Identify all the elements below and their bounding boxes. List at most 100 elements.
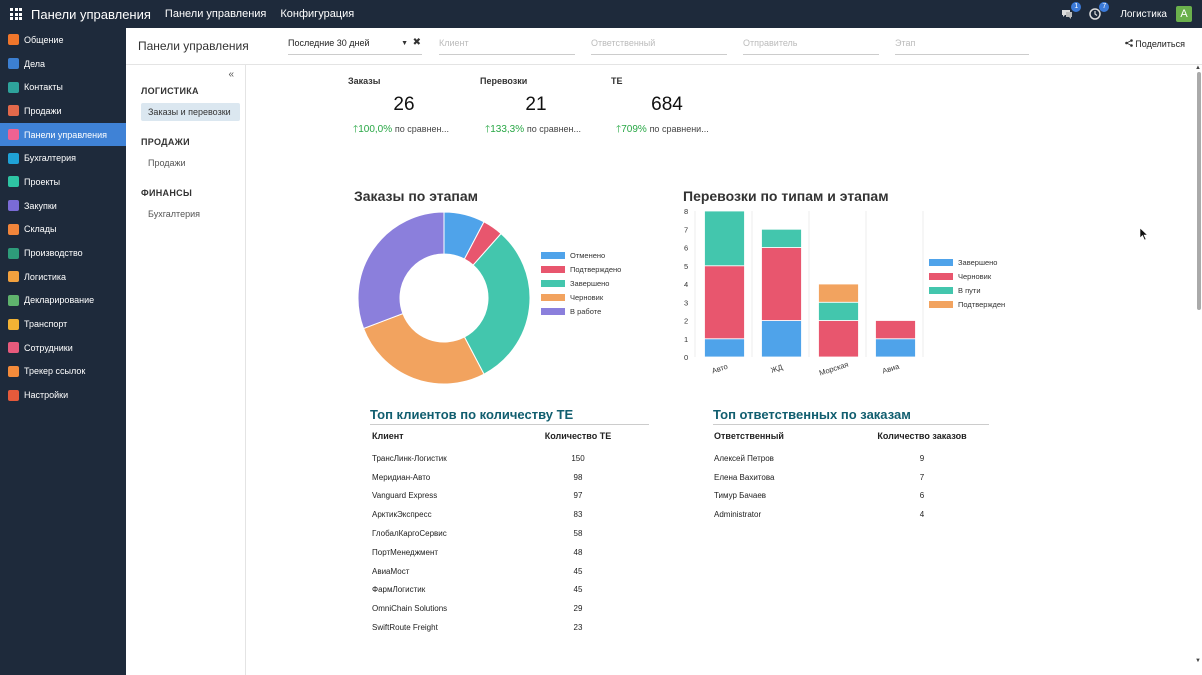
bar-segment[interactable]: [704, 338, 745, 358]
kpi-teu-change: 709%: [621, 124, 647, 135]
client-name-cell: SwiftRoute Freight: [372, 623, 438, 633]
sidebar-item-15[interactable]: Настройки: [0, 383, 126, 407]
legend-item[interactable]: Завершено: [541, 277, 621, 291]
section-logistics: ЛОГИСТИКА: [141, 86, 199, 96]
chevron-down-icon[interactable]: ▼: [401, 40, 408, 47]
donut-slice[interactable]: [357, 211, 445, 330]
table-row[interactable]: SwiftRoute Freight 23: [372, 618, 628, 637]
app-icon: [8, 34, 19, 46]
table-row[interactable]: ГлобалКаргоСервис 58: [372, 524, 628, 543]
menu-dashboards[interactable]: Панели управления: [164, 8, 267, 20]
sidebar-item-1[interactable]: Дела: [0, 52, 126, 76]
sidebar-item-6[interactable]: Проекты: [0, 170, 126, 194]
kpi-orders-label: Заказы: [348, 76, 381, 86]
sidebar-item-3[interactable]: Продажи: [0, 99, 126, 123]
table-row[interactable]: Vanguard Express 97: [372, 487, 628, 506]
legend-item[interactable]: Подтверждено: [541, 263, 621, 277]
table-row[interactable]: АвиаМост 45: [372, 562, 628, 581]
kpi-transport-trend: 🡑133,3% по сравнен...: [485, 122, 581, 139]
scrollbar-thumb[interactable]: [1197, 72, 1201, 310]
app-icon: [8, 365, 19, 377]
period-filter[interactable]: Последние 30 дней ▼ ✖: [288, 35, 422, 55]
table-row[interactable]: Алексей Петров 9: [714, 449, 974, 468]
sidebar-item-9[interactable]: Производство: [0, 241, 126, 265]
legend-swatch: [929, 259, 953, 267]
table-row[interactable]: ТрансЛинк-Логистик 150: [372, 449, 628, 468]
sidebar-item-label: Общение: [24, 34, 64, 45]
sidebar-item-label: Бухгалтерия: [24, 153, 76, 164]
top-responsible-table: Ответственный Количество заказов Алексей…: [714, 431, 974, 524]
bar-segment[interactable]: [761, 320, 802, 358]
table-row[interactable]: ПортМенеджмент 48: [372, 543, 628, 562]
bar-segment[interactable]: [704, 210, 745, 267]
column-client[interactable]: Клиент: [372, 431, 404, 441]
legend-item[interactable]: Подтвержден: [929, 297, 1005, 311]
collapse-icon[interactable]: «: [228, 69, 234, 80]
legend-item[interactable]: В работе: [541, 304, 621, 318]
apps-grid-icon[interactable]: [10, 8, 22, 20]
orders-by-stage-donut[interactable]: [355, 209, 533, 387]
sidebar-item-5[interactable]: Бухгалтерия: [0, 146, 126, 170]
legend-item[interactable]: Завершено: [929, 256, 1005, 270]
top-clients-title: Топ клиентов по количеству ТЕ: [370, 407, 649, 425]
bar-segment[interactable]: [818, 301, 859, 321]
activity-clock-icon[interactable]: 7: [1088, 2, 1110, 21]
company-switcher[interactable]: Логистика: [1120, 8, 1167, 20]
bar-segment[interactable]: [875, 320, 916, 340]
legend-item[interactable]: Отменено: [541, 249, 621, 263]
bar-segment[interactable]: [818, 283, 859, 303]
kpi-orders-value[interactable]: 26: [393, 94, 415, 115]
column-responsible[interactable]: Ответственный: [714, 431, 784, 441]
transport-by-type-chart[interactable]: 0 1 2 3 4 5 6 7 8 Авто ЖД Морская Авиа: [678, 204, 928, 390]
scroll-up-icon[interactable]: ▲: [1195, 65, 1201, 71]
chat-icon[interactable]: 1: [1060, 2, 1082, 21]
column-teu-count[interactable]: Количество ТЕ: [544, 431, 612, 441]
column-orders-count[interactable]: Количество заказов: [877, 431, 967, 441]
client-filter[interactable]: Клиент: [439, 35, 575, 55]
sidebar-item-7[interactable]: Закупки: [0, 194, 126, 218]
table-row[interactable]: ФармЛогистик 45: [372, 581, 628, 600]
sidebar-item-13[interactable]: Сотрудники: [0, 336, 126, 360]
legend-item[interactable]: В пути: [929, 284, 1005, 298]
dashboard-orders-transport[interactable]: Заказы и перевозки: [141, 103, 240, 121]
table-row[interactable]: Administrator 4: [714, 505, 974, 524]
sidebar-item-4[interactable]: Панели управления: [0, 122, 126, 147]
bar-segment[interactable]: [761, 247, 802, 321]
dashboard-sales[interactable]: Продажи: [148, 158, 186, 168]
sidebar-item-2[interactable]: Контакты: [0, 75, 126, 99]
responsible-filter[interactable]: Ответственный: [591, 35, 727, 55]
table-row[interactable]: АрктикЭкспресс 83: [372, 505, 628, 524]
sidebar-item-11[interactable]: Декларирование: [0, 289, 126, 313]
legend-item[interactable]: Черновик: [541, 290, 621, 304]
bar-segment[interactable]: [704, 265, 745, 340]
sidebar-item-0[interactable]: Общение: [0, 28, 126, 52]
table-row[interactable]: Меридиан-Авто 98: [372, 468, 628, 487]
sidebar-item-8[interactable]: Склады: [0, 218, 126, 242]
period-value: Последние 30 дней: [288, 38, 370, 48]
sender-filter[interactable]: Отправитель: [743, 35, 879, 55]
sidebar-item-10[interactable]: Логистика: [0, 265, 126, 289]
sidebar-item-14[interactable]: Трекер ссылок: [0, 360, 126, 384]
dashboard-accounting[interactable]: Бухгалтерия: [148, 209, 200, 219]
user-avatar[interactable]: A: [1176, 6, 1192, 22]
bar-segment[interactable]: [761, 228, 802, 248]
bar-segment[interactable]: [875, 338, 916, 358]
donut-slice[interactable]: [463, 232, 531, 375]
donut-slice[interactable]: [362, 312, 485, 385]
app-icon: [8, 342, 19, 354]
table-row[interactable]: Елена Вахитова 7: [714, 468, 974, 487]
stage-filter[interactable]: Этап: [895, 35, 1029, 55]
clear-icon[interactable]: ✖: [412, 37, 421, 48]
legend-item[interactable]: Черновик: [929, 270, 1005, 284]
sidebar: Общение Дела Контакты Продажи Панели управле…: [0, 28, 126, 675]
table-row[interactable]: Тимур Бачаев 6: [714, 487, 974, 506]
kpi-transport-value[interactable]: 21: [525, 94, 547, 115]
table-row[interactable]: OmniChain Solutions 29: [372, 599, 628, 618]
sidebar-item-12[interactable]: Транспорт: [0, 312, 126, 336]
menu-configuration[interactable]: Конфигурация: [280, 8, 355, 20]
scroll-down-icon[interactable]: ▼: [1195, 658, 1201, 664]
kpi-teu-value[interactable]: 684: [651, 94, 683, 115]
bar-segment[interactable]: [818, 320, 859, 358]
share-button[interactable]: Поделиться: [1124, 39, 1185, 49]
app-title[interactable]: Панели управления: [31, 6, 151, 22]
